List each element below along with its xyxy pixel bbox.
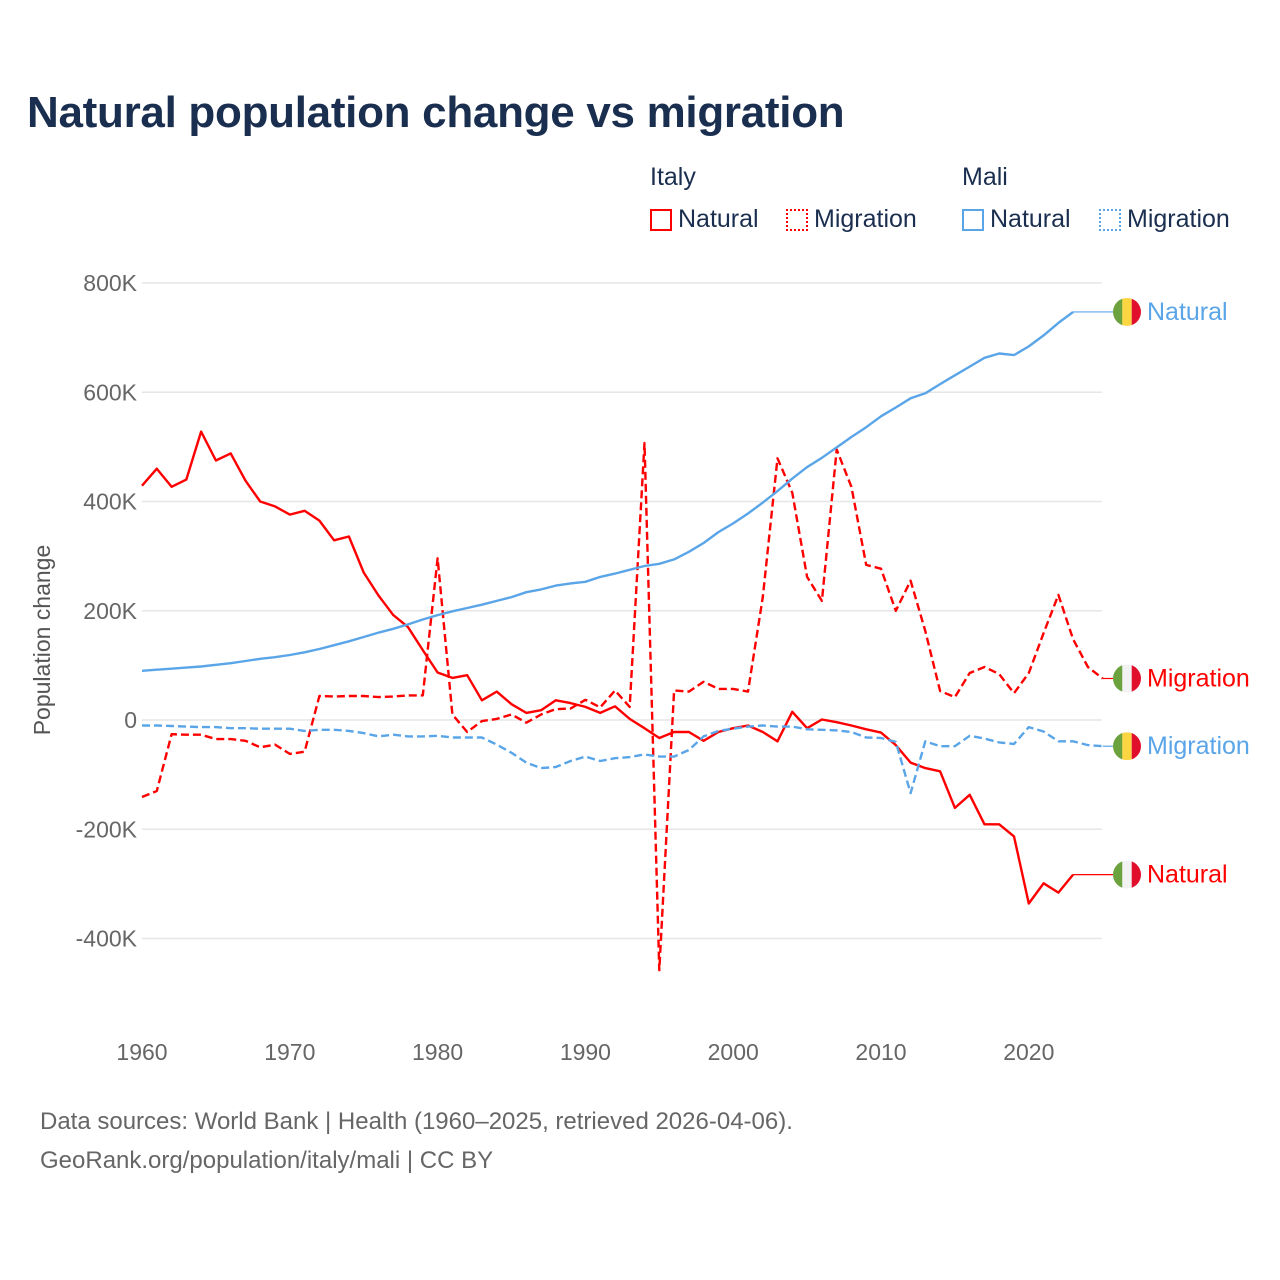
y-tick-label: 600K [83,379,137,405]
legend-item-italy-migration[interactable]: Migration [786,205,917,234]
y-tick-label: 800K [83,270,137,296]
legend-group-mali: Mali [962,163,1008,191]
y-tick-label: 200K [83,598,137,624]
flag-stripes [1113,664,1141,693]
italy-flag-icon [1113,664,1141,693]
flag-stripe [1122,860,1132,889]
x-tick-label: 1980 [412,1039,463,1065]
flag-stripes [1113,732,1141,761]
y-tick-label: 0 [124,707,137,733]
series-line-mali-migration [142,724,1103,795]
legend-label: Natural [990,205,1071,233]
y-tick-label: 400K [83,489,137,515]
flag-stripe [1131,732,1141,761]
legend-item-mali-natural[interactable]: Natural [962,205,1071,234]
series-end-label-mali-migration: Migration [1147,732,1250,760]
italy-flag-icon [1113,860,1141,889]
flag-stripe [1122,732,1132,761]
flag-stripe [1113,732,1123,761]
x-tick-label: 2000 [708,1039,759,1065]
flag-stripe [1122,297,1132,326]
legend-swatch-solid [650,208,672,231]
series-line-italy-natural [141,430,1075,905]
legend-group-italy: Italy [650,163,696,191]
x-tick-label: 1960 [116,1039,167,1065]
legend-label: Migration [1127,205,1230,233]
legend-label: Migration [814,205,917,233]
x-tick-label: 1970 [264,1039,315,1065]
flag-stripe [1122,664,1132,693]
flag-stripe [1113,664,1123,693]
legend-label: Natural [678,205,759,233]
y-axis-label: Population change [29,545,55,736]
series-line-mali-natural [141,311,1074,672]
flag-stripe [1131,664,1141,693]
footer-sources: Data sources: World Bank | Health (1960–… [40,1108,793,1135]
flag-stripe [1113,297,1123,326]
flag-stripes [1113,297,1141,326]
legend-item-mali-migration[interactable]: Migration [1099,205,1230,234]
flag-stripe [1131,297,1141,326]
flag-stripe [1131,860,1141,889]
flag-stripes [1113,860,1141,889]
legend-swatch-solid [962,208,984,231]
mali-flag-icon [1113,297,1141,326]
legend-item-italy-natural[interactable]: Natural [650,205,759,234]
x-tick-label: 2020 [1003,1039,1054,1065]
legend-swatch-dotted [1099,208,1121,231]
footer-link[interactable]: GeoRank.org/population/italy/mali | CC B… [40,1147,494,1174]
legend-swatch-dotted [786,208,808,231]
series-end-label-italy-natural: Natural [1147,861,1228,889]
chart-title: Natural population change vs migration [27,88,845,137]
series-end-label-mali-natural: Natural [1147,298,1228,326]
y-tick-label: -200K [76,816,138,842]
series-end-label-italy-migration: Migration [1147,664,1250,692]
series-line-italy-migration [141,441,1104,972]
y-tick-label: -400K [76,926,138,952]
x-tick-label: 2010 [855,1039,906,1065]
flag-stripe [1113,860,1123,889]
x-tick-label: 1990 [560,1039,611,1065]
mali-flag-icon [1113,732,1141,761]
